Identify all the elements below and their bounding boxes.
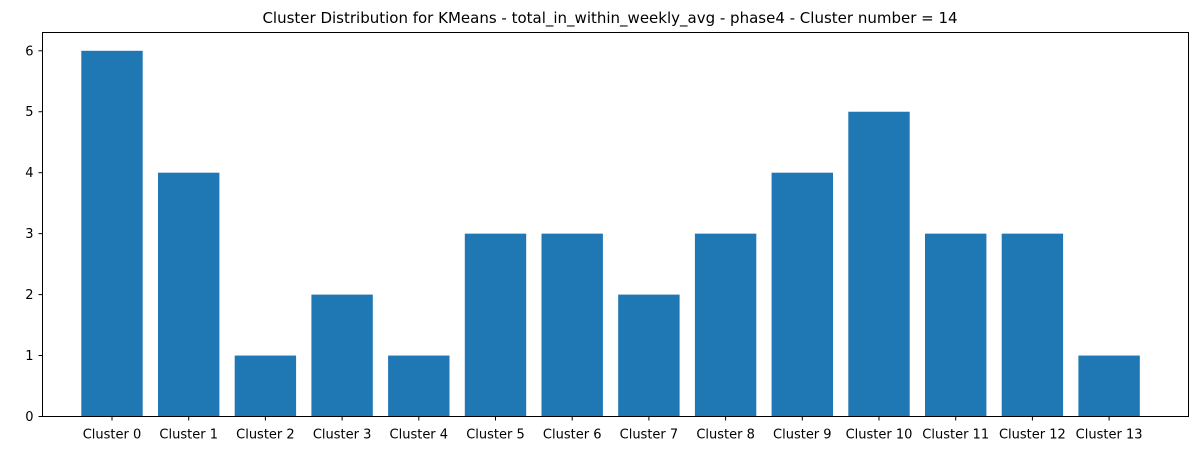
bar-cluster-5 (464, 233, 527, 417)
y-tick-label: 6 (25, 44, 33, 59)
x-axis: Cluster 0 Cluster 1 Cluster 2 Cluster 3 Clus… (83, 416, 1143, 443)
x-tick-label: Cluster 8 (696, 428, 755, 443)
y-axis: 0 1 2 3 4 5 6 (25, 44, 43, 425)
x-tick-label: Cluster 6 (543, 428, 602, 443)
bar-cluster-1 (158, 172, 220, 417)
bar-cluster-12 (1001, 233, 1064, 417)
bar-cluster-2 (234, 355, 297, 417)
bar-cluster-3 (311, 294, 373, 417)
x-tick-label: Cluster 12 (999, 428, 1066, 443)
bars (81, 50, 1140, 417)
x-tick-label: Cluster 4 (390, 428, 449, 443)
y-tick-label: 3 (25, 227, 33, 242)
bar-cluster-9 (771, 172, 833, 417)
x-tick-label: Cluster 9 (773, 428, 832, 443)
plot-frame (42, 32, 1189, 417)
bar-cluster-7 (618, 294, 680, 417)
bar-cluster-11 (925, 233, 987, 417)
x-tick-label: Cluster 2 (236, 428, 295, 443)
x-tick-label: Cluster 1 (159, 428, 218, 443)
y-tick-label: 4 (25, 166, 33, 181)
x-tick-label: Cluster 5 (466, 428, 525, 443)
x-tick-label: Cluster 11 (922, 428, 989, 443)
bar-cluster-10 (848, 111, 910, 417)
x-tick-label: Cluster 3 (313, 428, 372, 443)
y-tick-label: 5 (25, 105, 33, 120)
bar-cluster-13 (1078, 355, 1140, 417)
y-tick-label: 2 (25, 288, 33, 303)
x-tick-label: Cluster 0 (83, 428, 142, 443)
bar-cluster-0 (81, 50, 143, 417)
bar-cluster-6 (541, 233, 603, 417)
bar-cluster-8 (694, 233, 757, 417)
y-tick-label: 0 (25, 410, 33, 425)
x-tick-label: Cluster 10 (846, 428, 913, 443)
x-tick-label: Cluster 7 (620, 428, 679, 443)
x-tick-label: Cluster 13 (1076, 428, 1143, 443)
bar-cluster-4 (388, 355, 450, 417)
y-tick-label: 1 (25, 349, 33, 364)
chart-title: Cluster Distribution for KMeans - total_… (262, 9, 957, 28)
